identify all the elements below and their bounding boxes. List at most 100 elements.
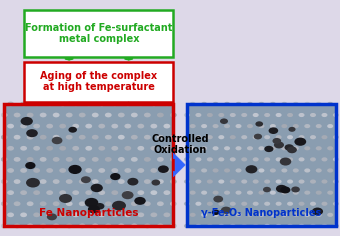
Circle shape (310, 202, 316, 206)
Circle shape (72, 168, 79, 173)
Circle shape (236, 102, 241, 106)
Circle shape (152, 180, 160, 185)
Circle shape (33, 146, 40, 151)
Circle shape (276, 179, 282, 184)
Circle shape (276, 185, 287, 193)
Circle shape (157, 157, 164, 162)
Circle shape (72, 212, 79, 217)
Circle shape (124, 168, 131, 173)
Circle shape (207, 179, 213, 184)
Circle shape (92, 113, 99, 117)
Circle shape (201, 146, 207, 150)
Circle shape (264, 202, 270, 206)
Circle shape (14, 223, 20, 228)
Circle shape (316, 213, 322, 217)
Circle shape (98, 190, 105, 195)
Circle shape (288, 127, 295, 132)
Circle shape (59, 124, 66, 128)
Circle shape (281, 124, 287, 128)
Circle shape (92, 179, 99, 184)
Circle shape (137, 212, 144, 217)
Circle shape (230, 224, 236, 228)
Circle shape (287, 157, 293, 161)
Circle shape (207, 157, 213, 161)
Circle shape (321, 202, 327, 206)
Circle shape (85, 146, 92, 151)
Circle shape (85, 190, 92, 195)
Circle shape (150, 146, 157, 151)
Circle shape (134, 197, 146, 205)
Circle shape (128, 178, 138, 185)
Circle shape (27, 179, 34, 184)
Circle shape (98, 101, 105, 106)
Circle shape (27, 113, 34, 117)
Circle shape (333, 157, 339, 161)
Circle shape (79, 223, 86, 228)
Circle shape (150, 124, 157, 128)
Circle shape (59, 194, 72, 203)
Circle shape (299, 157, 305, 161)
Circle shape (310, 224, 316, 228)
Circle shape (212, 210, 220, 215)
Circle shape (59, 190, 66, 195)
Circle shape (201, 168, 207, 173)
Circle shape (53, 157, 60, 162)
Circle shape (299, 224, 305, 228)
Circle shape (195, 113, 201, 117)
Circle shape (85, 212, 92, 217)
Circle shape (81, 176, 91, 183)
Circle shape (190, 213, 196, 217)
Circle shape (304, 168, 310, 173)
Circle shape (164, 124, 170, 128)
Circle shape (247, 168, 253, 173)
Circle shape (124, 190, 131, 195)
Circle shape (327, 190, 333, 195)
Circle shape (321, 157, 327, 161)
Circle shape (33, 168, 40, 173)
Circle shape (59, 101, 66, 106)
Circle shape (327, 168, 333, 173)
Circle shape (150, 101, 157, 106)
Circle shape (105, 135, 112, 139)
Circle shape (258, 213, 265, 217)
Circle shape (245, 165, 257, 173)
Circle shape (40, 157, 47, 162)
Circle shape (184, 202, 190, 206)
Circle shape (241, 157, 247, 161)
Circle shape (7, 101, 14, 106)
Circle shape (92, 223, 99, 228)
Circle shape (46, 101, 53, 106)
Circle shape (131, 135, 138, 139)
Circle shape (1, 135, 7, 139)
Circle shape (118, 179, 125, 184)
Circle shape (150, 190, 157, 195)
Circle shape (321, 179, 327, 184)
Circle shape (1, 179, 7, 184)
Circle shape (92, 157, 99, 162)
Circle shape (333, 113, 339, 117)
Circle shape (224, 146, 230, 150)
Bar (24, 62, 173, 101)
Circle shape (253, 202, 259, 206)
Circle shape (312, 207, 323, 215)
Circle shape (7, 146, 14, 151)
Circle shape (212, 124, 219, 128)
Circle shape (131, 201, 138, 206)
Circle shape (25, 162, 35, 169)
Circle shape (150, 212, 157, 217)
Circle shape (195, 224, 201, 228)
Circle shape (144, 223, 151, 228)
Circle shape (281, 168, 287, 173)
Circle shape (98, 212, 105, 217)
Circle shape (241, 202, 247, 206)
Circle shape (68, 165, 82, 174)
Circle shape (224, 190, 230, 195)
Circle shape (164, 212, 170, 217)
Circle shape (14, 179, 20, 184)
Circle shape (14, 135, 20, 139)
Circle shape (213, 196, 223, 202)
Circle shape (59, 212, 66, 217)
Circle shape (105, 157, 112, 162)
Circle shape (27, 223, 34, 228)
Circle shape (124, 212, 131, 217)
